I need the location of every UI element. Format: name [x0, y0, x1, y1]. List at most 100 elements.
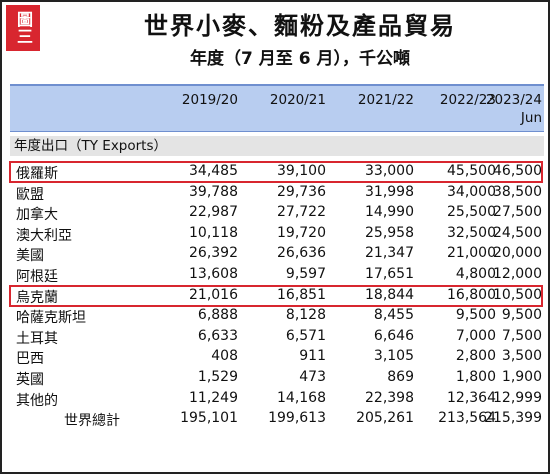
- figure-title: 世界小麥、麵粉及產品貿易: [144, 12, 456, 40]
- table-cell: 34,000: [447, 183, 496, 200]
- table-cell: 16,800: [447, 286, 496, 303]
- table-cell: 31,998: [365, 183, 414, 200]
- table-row: 哈薩克斯坦 6,888 8,128 8,455 9,500 9,500: [10, 306, 544, 327]
- table-cell: 10,118: [189, 224, 238, 241]
- table-cell: 18,844: [365, 286, 414, 303]
- table-cell: 14,990: [365, 204, 414, 221]
- row-label: 巴西: [16, 351, 44, 368]
- table-cell: 2,800: [455, 348, 496, 365]
- table-row: 澳大利亞 10,118 19,720 25,958 32,500 24,500: [10, 224, 544, 245]
- column-header: 2020/21: [269, 92, 326, 108]
- table-cell: 20,000: [493, 245, 542, 262]
- table-cell: 38,500: [493, 183, 542, 200]
- table-cell: 195,101: [180, 410, 238, 427]
- row-label: 美國: [16, 248, 44, 265]
- table-cell: 7,000: [455, 327, 496, 344]
- table-cell: 12,999: [493, 389, 542, 406]
- row-label: 俄羅斯: [16, 166, 58, 182]
- figure-subtitle: 年度（7 月至 6 月），千公噸: [190, 49, 410, 69]
- table-cell: 34,485: [189, 163, 238, 179]
- table-cell: 33,000: [365, 163, 414, 179]
- table-cell: 14,168: [277, 389, 326, 406]
- table-row: 烏克蘭 21,016 16,851 18,844 16,800 10,500: [10, 286, 544, 307]
- table-cell: 29,736: [277, 183, 326, 200]
- column-header: 2022/23: [439, 92, 496, 108]
- table-cell: 10,500: [493, 286, 542, 303]
- table-cell: 9,597: [285, 265, 326, 282]
- table-cell: 46,500: [493, 163, 542, 179]
- table-header: 2019/20 2020/21 2021/22 2022/23 2023/24 …: [10, 84, 544, 132]
- table-cell: 26,392: [189, 245, 238, 262]
- table-cell: 205,261: [356, 410, 414, 427]
- row-label: 土耳其: [16, 330, 58, 347]
- row-label: 烏克蘭: [16, 289, 58, 306]
- table-cell: 13,608: [189, 265, 238, 282]
- table-cell: 215,399: [484, 410, 542, 427]
- table-row: 英國 1,529 473 869 1,800 1,900: [10, 368, 544, 389]
- row-label: 世界總計: [64, 413, 120, 430]
- row-label: 澳大利亞: [16, 227, 72, 244]
- table-cell: 1,529: [197, 368, 238, 385]
- table-cell: 24,500: [493, 224, 542, 241]
- column-header: 2019/20: [181, 92, 238, 108]
- table-cell: 27,722: [277, 204, 326, 221]
- row-label: 加拿大: [16, 207, 58, 224]
- table-row: 土耳其 6,633 6,571 6,646 7,000 7,500: [10, 327, 544, 348]
- table-cell: 21,347: [365, 245, 414, 262]
- table-cell: 8,128: [285, 307, 326, 324]
- table-cell: 25,500: [447, 204, 496, 221]
- table-cell: 16,851: [277, 286, 326, 303]
- table-cell: 408: [211, 348, 238, 365]
- row-label: 歐盟: [16, 186, 44, 203]
- table-cell: 6,571: [285, 327, 326, 344]
- highlight-box: [9, 161, 543, 183]
- table-cell: 8,455: [373, 307, 414, 324]
- table-cell: 199,613: [268, 410, 326, 427]
- table-cell: 473: [299, 368, 326, 385]
- table-cell: 3,500: [501, 348, 542, 365]
- table-row: 俄羅斯 34,485 39,100 33,000 45,500 46,500: [10, 162, 544, 183]
- table-cell: 4,800: [455, 265, 496, 282]
- row-label: 阿根廷: [16, 268, 58, 285]
- row-label: 英國: [16, 371, 44, 388]
- highlight-box: [9, 284, 543, 307]
- table-cell: 1,800: [455, 368, 496, 385]
- table-cell: 1,900: [501, 368, 542, 385]
- table-cell: 21,016: [189, 286, 238, 303]
- table-cell: 869: [387, 368, 414, 385]
- table-cell: 6,633: [197, 327, 238, 344]
- column-note: Jun: [520, 110, 542, 126]
- table-cell: 39,788: [189, 183, 238, 200]
- table-cell: 6,888: [197, 307, 238, 324]
- table-cell: 9,500: [455, 307, 496, 324]
- table-cell: 39,100: [277, 163, 326, 179]
- table-cell: 11,249: [189, 389, 238, 406]
- section-label: 年度出口（TY Exports）: [10, 136, 544, 156]
- table-row: 世界總計 195,101 199,613 205,261 213,564 215,399: [10, 409, 544, 430]
- table-cell: 12,364: [447, 389, 496, 406]
- table-cell: 32,500: [447, 224, 496, 241]
- table-cell: 6,646: [373, 327, 414, 344]
- table-row: 歐盟 39,788 29,736 31,998 34,000 38,500: [10, 183, 544, 204]
- table-cell: 213,564: [438, 410, 496, 427]
- table-body: 俄羅斯 34,485 39,100 33,000 45,500 46,500 歐盟 39,78…: [10, 162, 544, 430]
- table-cell: 7,500: [501, 327, 542, 344]
- table-row: 阿根廷 13,608 9,597 17,651 4,800 12,000: [10, 265, 544, 286]
- column-header: 2021/22: [357, 92, 414, 108]
- table-row: 加拿大 22,987 27,722 14,990 25,500 27,500: [10, 203, 544, 224]
- table-cell: 26,636: [277, 245, 326, 262]
- table-cell: 17,651: [365, 265, 414, 282]
- table-row: 其他的 11,249 14,168 22,398 12,364 12,999: [10, 389, 544, 410]
- table-cell: 21,000: [447, 245, 496, 262]
- figure-badge: 圖三: [6, 5, 40, 51]
- table-row: 巴西 408 911 3,105 2,800 3,500: [10, 347, 544, 368]
- table-cell: 27,500: [493, 204, 542, 221]
- table-cell: 9,500: [501, 307, 542, 324]
- table-cell: 22,987: [189, 204, 238, 221]
- table-cell: 19,720: [277, 224, 326, 241]
- table-cell: 45,500: [447, 163, 496, 179]
- row-label: 其他的: [16, 392, 58, 409]
- table-cell: 3,105: [373, 348, 414, 365]
- table-cell: 25,958: [365, 224, 414, 241]
